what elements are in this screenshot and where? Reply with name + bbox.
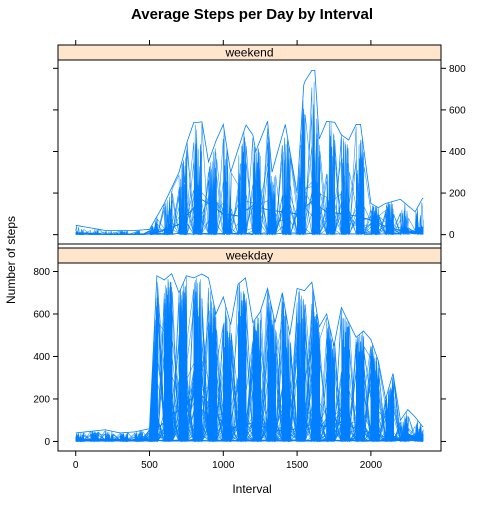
panels-layer: weekend 0 200 400 600 800 weekday 0 200 400 600 800… — [33, 40, 466, 471]
traces-weekday — [75, 272, 424, 443]
y-tick-label: 600 — [33, 309, 50, 320]
series-line — [75, 291, 424, 443]
strip-label-weekend: weekend — [224, 46, 273, 60]
x-tick-label: 0 — [73, 460, 79, 471]
series-envelope-line — [75, 272, 424, 434]
series-mean-line — [75, 391, 424, 442]
x-tick-label: 2000 — [360, 460, 383, 471]
y-axis-label: Number of steps — [4, 216, 18, 304]
x-tick-label: 500 — [141, 460, 158, 471]
x-tick-label: 1500 — [286, 460, 309, 471]
series-line — [75, 137, 424, 236]
y-tick-label: 800 — [33, 267, 50, 278]
y-tick-label: 400 — [449, 147, 466, 158]
y-tick-label: 600 — [449, 105, 466, 116]
series-line — [75, 278, 424, 443]
series-mean-line — [75, 198, 424, 235]
panel-weekday: weekday 0 200 400 600 800 — [33, 247, 446, 452]
y-tick-label: 200 — [449, 189, 466, 200]
traces-weekend — [75, 70, 424, 236]
x-tick-label: 1000 — [212, 460, 235, 471]
x-axis-label: Interval — [232, 482, 271, 496]
series-envelope-line — [75, 70, 424, 231]
series-line — [75, 277, 424, 442]
strip-label-weekday: weekday — [225, 249, 273, 263]
y-tick-label: 0 — [449, 230, 455, 241]
chart-title: Average Steps per Day by Interval — [131, 6, 373, 23]
y-tick-label: 400 — [33, 352, 50, 363]
y-tick-label: 0 — [44, 437, 50, 448]
y-tick-label: 800 — [449, 64, 466, 75]
y-tick-label: 200 — [33, 394, 50, 405]
outer-frame — [57, 44, 442, 452]
